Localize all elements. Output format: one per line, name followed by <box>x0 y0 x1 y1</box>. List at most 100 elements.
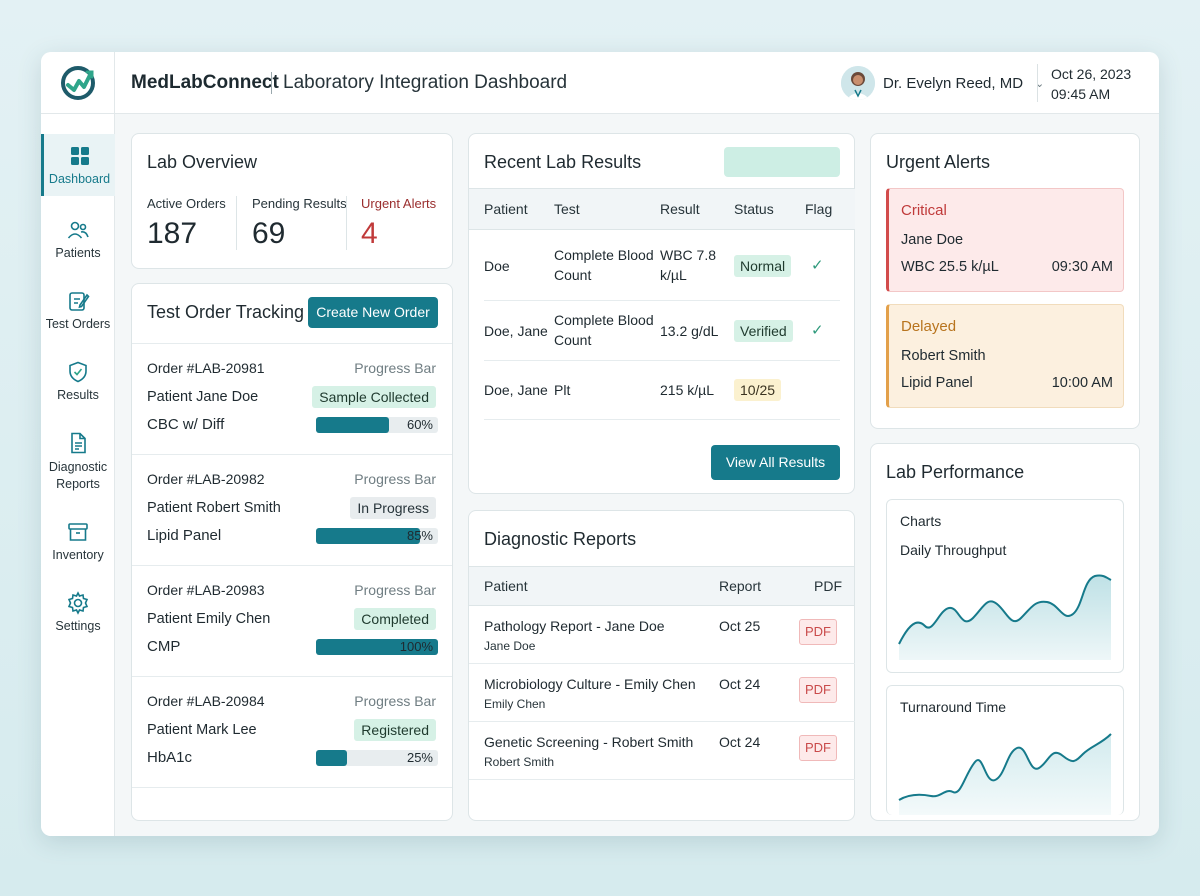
status-badge: Registered <box>354 719 436 741</box>
pdf-button[interactable]: PDF <box>799 677 837 703</box>
sidebar-item-label: Results <box>57 388 99 402</box>
stat-value: 69 <box>252 217 286 250</box>
logo[interactable] <box>41 52 115 114</box>
report-patient: Jane Doe <box>484 639 536 653</box>
order-test: CBC w/ Diff <box>147 416 225 433</box>
throughput-chart[interactable]: Charts Daily Throughput <box>886 499 1124 673</box>
progress-text: 100% <box>399 639 433 654</box>
column-header[interactable]: Flag <box>805 201 833 217</box>
table-row[interactable]: Genetic Screening - Robert Smith Robert … <box>469 722 855 780</box>
cell-patient: Doe, Jane <box>484 382 548 398</box>
create-order-button[interactable]: Create New Order <box>308 297 438 328</box>
progress-text: 60% <box>406 417 433 432</box>
table-row[interactable]: Doe, Jane Complete Blood Count 13.2 g/dL… <box>484 301 840 361</box>
column-header[interactable]: Test <box>554 201 580 217</box>
table-row[interactable]: Doe Complete Blood Count WBC 7.8 k/µL No… <box>484 231 840 301</box>
user-menu[interactable]: Dr. Evelyn Reed, MD ⌄ <box>841 66 1044 100</box>
brand-name: MedLabConnect <box>131 72 279 93</box>
column-header[interactable]: Patient <box>484 578 528 594</box>
sidebar-item-label: Settings <box>55 619 101 633</box>
chevron-down-icon[interactable]: ⌄ <box>1035 77 1045 90</box>
column-header[interactable]: Report <box>719 578 762 594</box>
order-test: HbA1c <box>147 749 193 766</box>
order-test: Lipid Panel <box>147 527 222 544</box>
sidebar-item-settings[interactable]: Settings <box>41 591 115 633</box>
order-item[interactable]: Order #LAB-20983 Progress Bar Patient Em… <box>132 565 452 676</box>
table-row[interactable]: Pathology Report - Jane Doe Jane Doe Oct… <box>469 606 855 664</box>
alert-test: WBC 25.5 k/µL <box>901 259 999 275</box>
column-header[interactable]: Status <box>734 201 774 217</box>
progress-bar-label: Progress Bar <box>354 471 436 487</box>
progress-text: 25% <box>406 750 433 765</box>
order-patient: Patient Emily Chen <box>147 611 271 627</box>
cell-test: Plt <box>554 382 571 398</box>
order-id: Order #LAB-20981 <box>147 360 265 376</box>
sidebar-item-test-orders[interactable]: Test Orders <box>41 289 115 331</box>
pending-results-stat[interactable]: Pending Results 69 <box>252 196 347 251</box>
progress-text: 85% <box>406 528 433 543</box>
status-badge: Completed <box>354 608 436 630</box>
alert-patient: Robert Smith <box>901 348 986 364</box>
lab-performance-card: Lab Performance Charts Daily Throughput … <box>870 443 1140 821</box>
header-divider <box>1037 64 1038 102</box>
progress-fill <box>316 417 390 433</box>
report-date: Oct 24 <box>719 734 761 750</box>
card-title: Test Order Tracking <box>147 302 305 322</box>
order-item[interactable]: Order #LAB-20981 Progress Bar Patient Ja… <box>132 343 452 454</box>
chart-title: Turnaround Time <box>900 699 1007 715</box>
order-item[interactable]: Order #LAB-20982 Progress Bar Patient Ro… <box>132 454 452 565</box>
check-icon: ✓ <box>811 257 824 274</box>
card-title: Recent Lab Results <box>484 152 642 172</box>
order-patient: Patient Mark Lee <box>147 722 257 738</box>
cell-test: Complete Blood Count <box>554 312 654 348</box>
sidebar-item-label: Inventory <box>52 548 104 562</box>
turnaround-sparkline <box>898 733 1112 815</box>
cell-result: WBC 7.8 k/µL <box>660 247 717 283</box>
view-all-results-button[interactable]: View All Results <box>711 445 840 480</box>
sidebar: Dashboard Patients Test Orders Results D… <box>41 114 115 836</box>
divider <box>236 196 237 250</box>
shield-icon <box>69 361 87 383</box>
box-icon <box>68 523 88 541</box>
active-orders-stat[interactable]: Active Orders 187 <box>147 196 226 251</box>
order-id: Order #LAB-20984 <box>147 693 265 709</box>
pdf-button[interactable]: PDF <box>799 735 837 761</box>
stat-value: 4 <box>361 217 378 250</box>
column-header[interactable]: Patient <box>484 201 528 217</box>
card-title: Lab Overview <box>147 152 258 172</box>
progress-bar: 85% <box>316 528 438 544</box>
cell-result: 215 k/µL <box>660 382 714 398</box>
sidebar-item-results[interactable]: Results <box>41 360 115 402</box>
avatar <box>841 66 875 100</box>
order-id: Order #LAB-20983 <box>147 582 265 598</box>
results-filter-pill[interactable] <box>724 147 840 177</box>
sidebar-item-diagnostic-reports[interactable]: Diagnostic Reports <box>41 431 115 493</box>
table-row[interactable]: Doe, Jane Plt 215 k/µL 10/25 <box>484 361 840 420</box>
column-header[interactable]: PDF <box>814 578 842 594</box>
report-date: Oct 25 <box>719 618 761 634</box>
table-row[interactable]: Microbiology Culture - Emily Chen Emily … <box>469 664 855 722</box>
sidebar-item-patients[interactable]: Patients <box>41 218 115 260</box>
progress-bar-label: Progress Bar <box>354 360 436 376</box>
order-item[interactable]: Order #LAB-20984 Progress Bar Patient Ma… <box>132 676 452 788</box>
chart-title: Daily Throughput <box>900 542 1007 558</box>
brand-divider <box>271 72 272 94</box>
datetime: Oct 26, 2023 09:45 AM <box>1051 64 1131 104</box>
card-title: Urgent Alerts <box>886 152 991 172</box>
column-header[interactable]: Result <box>660 201 700 217</box>
alert-critical[interactable]: Critical Jane Doe WBC 25.5 k/µL 09:30 AM <box>886 188 1124 292</box>
diagnostic-reports-card: Diagnostic Reports Patient Report PDF Pa… <box>468 510 855 821</box>
turnaround-chart[interactable]: Turnaround Time <box>886 685 1124 815</box>
sidebar-item-dashboard[interactable]: Dashboard <box>41 134 115 196</box>
alert-delayed[interactable]: Delayed Robert Smith Lipid Panel 10:00 A… <box>886 304 1124 408</box>
current-time: 09:45 AM <box>1051 86 1111 102</box>
cell-patient: Doe, Jane <box>484 323 548 339</box>
urgent-alerts-stat[interactable]: Urgent Alerts 4 <box>361 196 436 251</box>
app-window: MedLabConnect Laboratory Integration Das… <box>41 52 1159 836</box>
progress-fill <box>316 528 420 544</box>
page-subtitle: Laboratory Integration Dashboard <box>283 72 568 93</box>
sidebar-item-inventory[interactable]: Inventory <box>41 520 115 562</box>
user-name: Dr. Evelyn Reed, MD <box>883 74 1024 92</box>
pdf-button[interactable]: PDF <box>799 619 837 645</box>
reports-table-header: Patient Report PDF <box>469 566 854 606</box>
